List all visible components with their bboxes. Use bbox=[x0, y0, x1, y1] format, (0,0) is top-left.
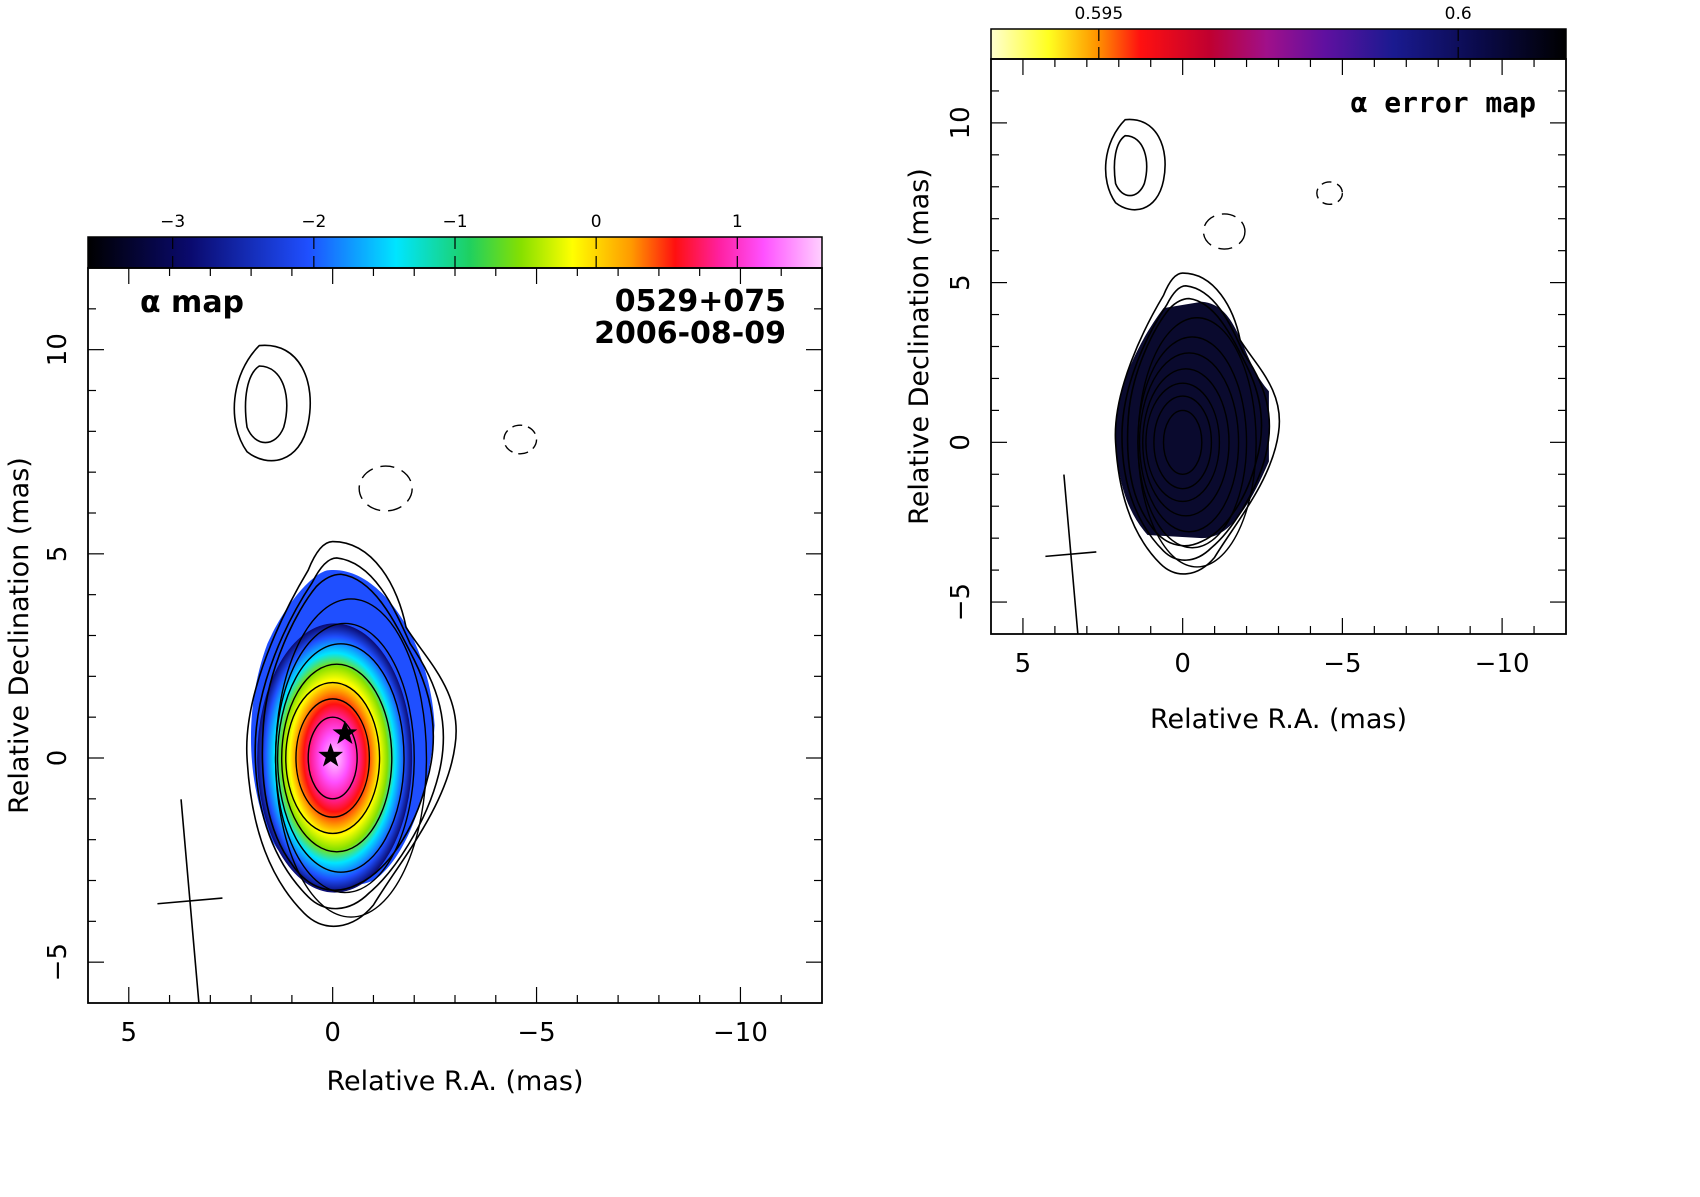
x-tick-label: 0 bbox=[1174, 649, 1191, 679]
colorbar-tick-label: 0.595 bbox=[1074, 4, 1123, 24]
x-tick-label: −5 bbox=[517, 1018, 555, 1048]
contour bbox=[245, 540, 457, 927]
contour bbox=[1153, 395, 1213, 490]
negative-contour bbox=[1202, 213, 1246, 250]
contour bbox=[274, 622, 415, 894]
x-tick-label: 0 bbox=[324, 1018, 341, 1048]
contour bbox=[254, 557, 445, 910]
contour bbox=[1138, 352, 1240, 533]
beam-minor-axis bbox=[1045, 551, 1097, 558]
colorbar-tick-label: −2 bbox=[301, 212, 326, 232]
component-star-icon bbox=[318, 743, 343, 767]
negative-contour bbox=[1316, 181, 1344, 206]
source-name: 0529+075 bbox=[615, 284, 786, 319]
y-tick-label: −5 bbox=[946, 583, 976, 621]
alpha-error-map-panel: 0.595 0.6 5 0 −5 −10 −5 0 5 10 Relative R.A. (mas)… bbox=[904, 4, 1567, 735]
negative-contour bbox=[503, 424, 538, 455]
beam-minor-axis bbox=[157, 897, 223, 905]
map-annotation: α map bbox=[140, 285, 244, 320]
contour bbox=[1113, 134, 1148, 197]
y-axis-label: Relative Declination (mas) bbox=[4, 457, 35, 814]
contour bbox=[1145, 382, 1221, 503]
component-star-icon bbox=[332, 720, 358, 744]
contour bbox=[1114, 272, 1281, 575]
y-tick-label: 10 bbox=[946, 106, 976, 139]
x-tick-label: 5 bbox=[121, 1018, 138, 1048]
x-tick-label: −5 bbox=[1323, 649, 1361, 679]
x-axis-label: Relative R.A. (mas) bbox=[1150, 704, 1407, 735]
contour bbox=[285, 681, 381, 835]
contour bbox=[295, 698, 371, 818]
contour bbox=[276, 643, 405, 873]
negative-contour bbox=[358, 465, 413, 512]
contour bbox=[307, 716, 358, 800]
colorbar-tick-label: 0 bbox=[591, 212, 602, 232]
y-tick-label: 0 bbox=[946, 434, 976, 451]
y-tick-label: 0 bbox=[43, 750, 73, 767]
x-axis-label: Relative R.A. (mas) bbox=[327, 1066, 584, 1097]
contour bbox=[1137, 336, 1248, 549]
contour bbox=[280, 663, 393, 853]
x-tick-label: −10 bbox=[1475, 649, 1530, 679]
colorbar-tick-label: −3 bbox=[160, 212, 185, 232]
y-axis-label: Relative Declination (mas) bbox=[904, 168, 935, 525]
x-tick-label: 5 bbox=[1015, 649, 1032, 679]
y-tick-label: 5 bbox=[43, 546, 73, 563]
contour bbox=[1104, 118, 1166, 211]
contour bbox=[244, 365, 288, 444]
x-tick-label: −10 bbox=[713, 1018, 768, 1048]
contour bbox=[1142, 368, 1230, 517]
colorbar bbox=[990, 28, 1567, 60]
y-tick-label: 10 bbox=[43, 333, 73, 366]
contour bbox=[233, 344, 312, 462]
contour bbox=[1121, 285, 1271, 561]
y-tick-label: −5 bbox=[43, 943, 73, 981]
colorbar-tick-label: 1 bbox=[732, 212, 743, 232]
contour bbox=[1162, 409, 1203, 475]
y-tick-label: 5 bbox=[946, 274, 976, 291]
map-annotation: α error map bbox=[1351, 86, 1536, 119]
plot-frame bbox=[990, 58, 1567, 635]
plot-frame bbox=[87, 267, 823, 1004]
observation-date: 2006-08-09 bbox=[594, 316, 786, 351]
contour bbox=[261, 573, 435, 892]
colorbar-tick-label: −1 bbox=[442, 212, 467, 232]
colorbar-tick-label: 0.6 bbox=[1445, 4, 1472, 24]
